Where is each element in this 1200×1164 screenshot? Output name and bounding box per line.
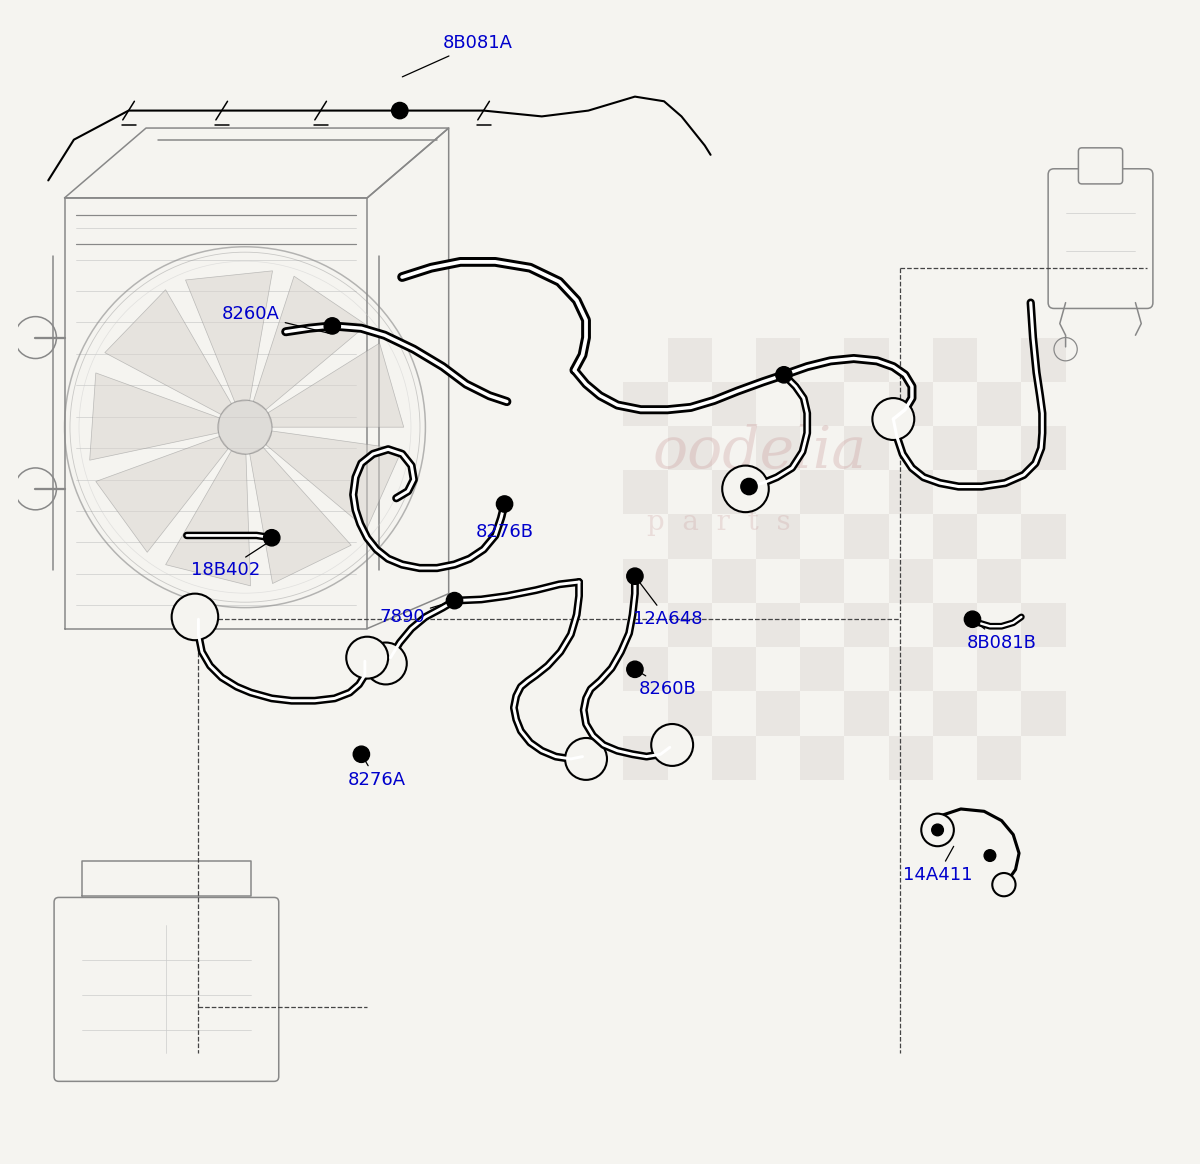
Text: 8B081B: 8B081B xyxy=(967,620,1037,652)
Polygon shape xyxy=(250,447,352,583)
Circle shape xyxy=(984,850,996,861)
Circle shape xyxy=(365,643,407,684)
Circle shape xyxy=(740,478,757,495)
Circle shape xyxy=(218,400,272,454)
Bar xyxy=(932,691,977,736)
Bar xyxy=(889,647,932,691)
Bar xyxy=(845,426,889,470)
Circle shape xyxy=(353,746,370,762)
Bar xyxy=(845,338,889,382)
Text: 8276B: 8276B xyxy=(475,509,534,541)
Bar xyxy=(977,736,1021,780)
Circle shape xyxy=(324,318,341,334)
Circle shape xyxy=(626,661,643,677)
Bar xyxy=(800,559,845,603)
Polygon shape xyxy=(96,436,228,552)
Polygon shape xyxy=(186,271,272,402)
Bar xyxy=(800,382,845,426)
Circle shape xyxy=(497,496,512,512)
Bar xyxy=(977,382,1021,426)
Circle shape xyxy=(775,367,792,383)
Bar xyxy=(756,603,800,647)
Bar xyxy=(712,470,756,514)
FancyBboxPatch shape xyxy=(1079,148,1123,184)
Text: 8276A: 8276A xyxy=(348,757,406,789)
FancyBboxPatch shape xyxy=(1048,169,1153,308)
Circle shape xyxy=(626,568,643,584)
Bar xyxy=(932,603,977,647)
Text: 14A411: 14A411 xyxy=(902,846,972,885)
Text: 12A648: 12A648 xyxy=(632,579,702,629)
Bar xyxy=(756,426,800,470)
Circle shape xyxy=(652,724,694,766)
Circle shape xyxy=(172,594,218,640)
FancyBboxPatch shape xyxy=(54,897,278,1081)
Bar xyxy=(845,514,889,559)
Text: 8B081A: 8B081A xyxy=(402,34,512,77)
Bar xyxy=(667,426,712,470)
Circle shape xyxy=(565,738,607,780)
Bar xyxy=(1021,603,1066,647)
Bar xyxy=(977,470,1021,514)
Bar xyxy=(667,603,712,647)
Bar xyxy=(756,691,800,736)
Bar xyxy=(889,382,932,426)
Bar xyxy=(712,559,756,603)
Bar xyxy=(800,736,845,780)
Circle shape xyxy=(722,466,769,512)
Circle shape xyxy=(872,398,914,440)
Polygon shape xyxy=(253,276,367,410)
Bar xyxy=(845,691,889,736)
Bar xyxy=(623,382,667,426)
Text: 7890: 7890 xyxy=(379,602,452,626)
Bar xyxy=(800,470,845,514)
Text: 8260A: 8260A xyxy=(222,305,330,333)
Bar xyxy=(623,736,667,780)
Circle shape xyxy=(992,873,1015,896)
Bar xyxy=(932,514,977,559)
Bar xyxy=(623,470,667,514)
Bar xyxy=(977,647,1021,691)
Bar xyxy=(800,647,845,691)
Bar xyxy=(756,338,800,382)
Bar xyxy=(1021,338,1066,382)
Bar xyxy=(1021,514,1066,559)
Circle shape xyxy=(965,611,980,627)
Polygon shape xyxy=(166,450,251,585)
Circle shape xyxy=(391,102,408,119)
Bar xyxy=(712,647,756,691)
Bar xyxy=(932,338,977,382)
Circle shape xyxy=(347,637,388,679)
Bar xyxy=(712,736,756,780)
Circle shape xyxy=(931,824,943,836)
Bar xyxy=(845,603,889,647)
Text: oodelia: oodelia xyxy=(653,424,866,481)
Circle shape xyxy=(446,592,463,609)
Bar xyxy=(712,382,756,426)
Bar xyxy=(667,338,712,382)
Bar xyxy=(932,426,977,470)
Circle shape xyxy=(922,814,954,846)
Polygon shape xyxy=(268,343,403,427)
Bar xyxy=(756,514,800,559)
Text: 18B402: 18B402 xyxy=(191,541,270,580)
Polygon shape xyxy=(90,372,220,460)
Bar xyxy=(667,514,712,559)
Circle shape xyxy=(264,530,280,546)
Bar xyxy=(623,559,667,603)
Bar xyxy=(889,736,932,780)
Text: p  a  r  t  s: p a r t s xyxy=(647,509,790,535)
Polygon shape xyxy=(265,431,402,530)
Bar xyxy=(1021,426,1066,470)
Bar xyxy=(1021,691,1066,736)
Polygon shape xyxy=(104,290,232,414)
Bar xyxy=(889,559,932,603)
Bar xyxy=(889,470,932,514)
Text: 8260B: 8260B xyxy=(637,670,696,698)
Bar xyxy=(623,647,667,691)
Bar xyxy=(667,691,712,736)
Bar xyxy=(977,559,1021,603)
